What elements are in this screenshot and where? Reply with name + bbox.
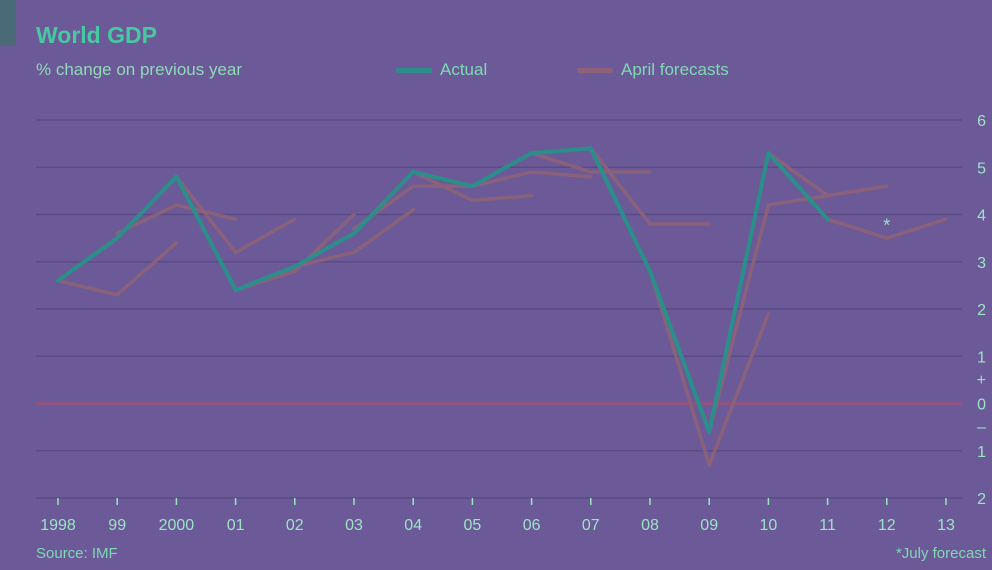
x-tick-label: 05: [464, 517, 482, 534]
x-tick-label: 02: [286, 517, 304, 534]
forecast-line-3: [233, 212, 356, 292]
forecast-line-13: [825, 217, 948, 240]
x-tick-label: 08: [641, 517, 659, 534]
legend-forecast: April forecasts: [577, 60, 729, 80]
legend-actual-swatch: [396, 67, 432, 73]
actual-line: [56, 146, 830, 434]
source-note: Source: IMF: [36, 545, 118, 562]
x-tick-label: 09: [700, 517, 718, 534]
x-tick-label: 01: [227, 517, 245, 534]
forecast-line-10: [648, 269, 771, 467]
footnote: *July forecast: [895, 545, 986, 562]
forecast-line-8: [529, 151, 652, 174]
x-tick-label: 99: [108, 517, 126, 534]
x-tick-label: 03: [345, 517, 363, 534]
y-tick-label: 5: [977, 160, 986, 177]
chart-title: World GDP: [36, 22, 157, 48]
x-tick-label: 13: [937, 517, 955, 534]
y-sign-plus: +: [977, 372, 986, 389]
y-tick-label: 0: [977, 397, 986, 414]
x-tick-label: 11: [819, 517, 836, 534]
x-tick-label: 04: [404, 517, 422, 534]
chart-subtitle: % change on previous year: [36, 60, 243, 79]
forecast-line-6: [411, 170, 534, 203]
forecast-line-9: [589, 146, 711, 226]
x-tick-label: 12: [878, 517, 896, 534]
corner-tab: [0, 0, 16, 46]
july-forecast-marker: *: [883, 215, 890, 235]
legend-forecast-label: April forecasts: [621, 60, 729, 79]
forecast-line-0: [56, 241, 179, 297]
y-sign-minus: –: [977, 419, 986, 436]
x-tick-label: 1998: [40, 517, 76, 534]
forecast-line-4: [293, 208, 415, 269]
y-tick-label: 2: [977, 491, 986, 508]
legend-actual-label: Actual: [440, 60, 488, 79]
y-tick-label: 2: [977, 302, 986, 319]
y-tick-label: 1: [977, 349, 986, 366]
y-tick-label: 6: [977, 113, 986, 130]
legend-actual: Actual: [396, 60, 487, 80]
forecast-line-2: [174, 174, 297, 255]
forecast-line-7: [470, 170, 593, 188]
x-tick-label: 07: [582, 517, 600, 534]
x-tick-label: 10: [760, 517, 778, 534]
y-tick-label: 3: [977, 255, 986, 272]
legend-forecast-swatch: [577, 67, 613, 73]
x-tick-label: 2000: [159, 517, 195, 534]
forecast-line-12: [766, 151, 889, 198]
y-tick-label: 4: [977, 208, 986, 225]
x-tick-label: 06: [523, 517, 541, 534]
y-tick-label: 1: [977, 444, 986, 461]
forecast-line-1: [115, 203, 238, 236]
